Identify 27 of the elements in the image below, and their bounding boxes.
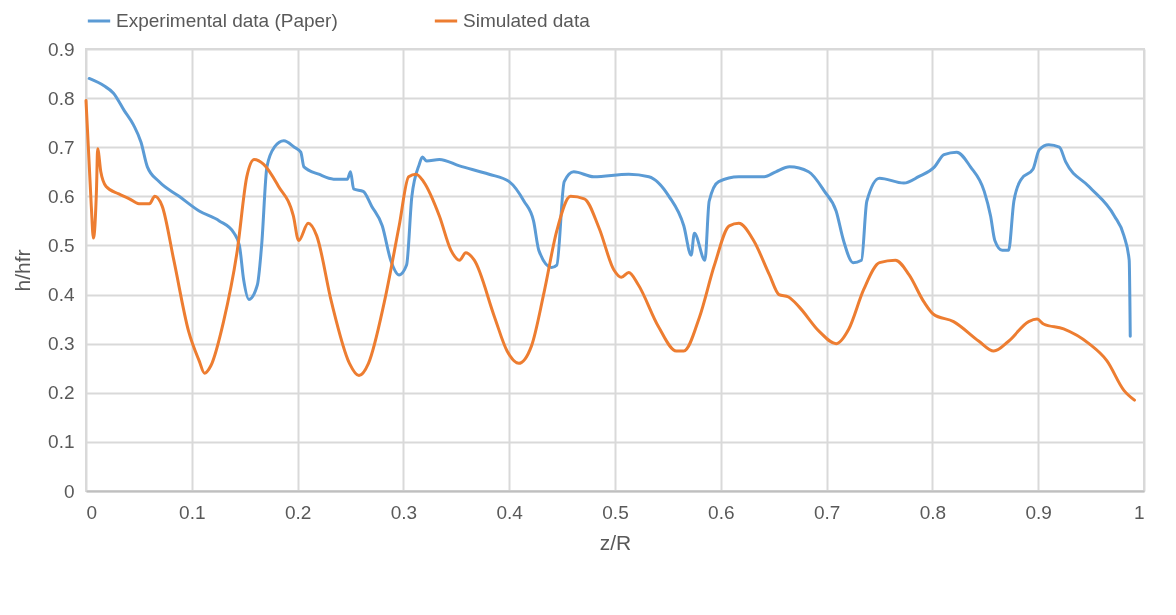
x-axis-title: z/R [599,530,632,554]
line-series [84,99,1136,402]
y-tick-label: 0.5 [48,234,75,256]
x-tick-label: 0.1 [179,501,206,523]
x-tick-label: 0.2 [284,501,312,523]
y-tick-label: 0.6 [48,185,75,207]
y-tick-label: 0.7 [48,136,75,158]
x-tick-label: 0.8 [919,501,947,523]
x-tick-label: 0.7 [813,501,841,523]
x-tick-label: 0.3 [390,501,418,523]
x-tick-label: 1 [1133,501,1145,523]
y-tick-label: 0.3 [48,333,75,355]
x-tick-label: 0.5 [602,501,629,523]
x-tick-label: 0.6 [708,501,735,523]
y-tick-label: 0.9 [48,38,75,60]
legend-label: Experimental data (Paper) [116,10,338,31]
y-tick-label: 0.1 [48,431,75,453]
x-tick-label: 0.4 [496,501,524,523]
y-axis-title: h/hfr [11,249,35,292]
y-tick-label: 0 [63,480,75,502]
line-series [87,76,1132,338]
x-tick-label: 0 [86,501,98,523]
y-tick-label: 0.4 [48,284,75,306]
y-tick-label: 0.8 [48,87,75,109]
legend-label: Simulated data [463,10,591,31]
x-tick-label: 0.9 [1025,501,1052,523]
y-tick-label: 0.2 [48,382,75,404]
